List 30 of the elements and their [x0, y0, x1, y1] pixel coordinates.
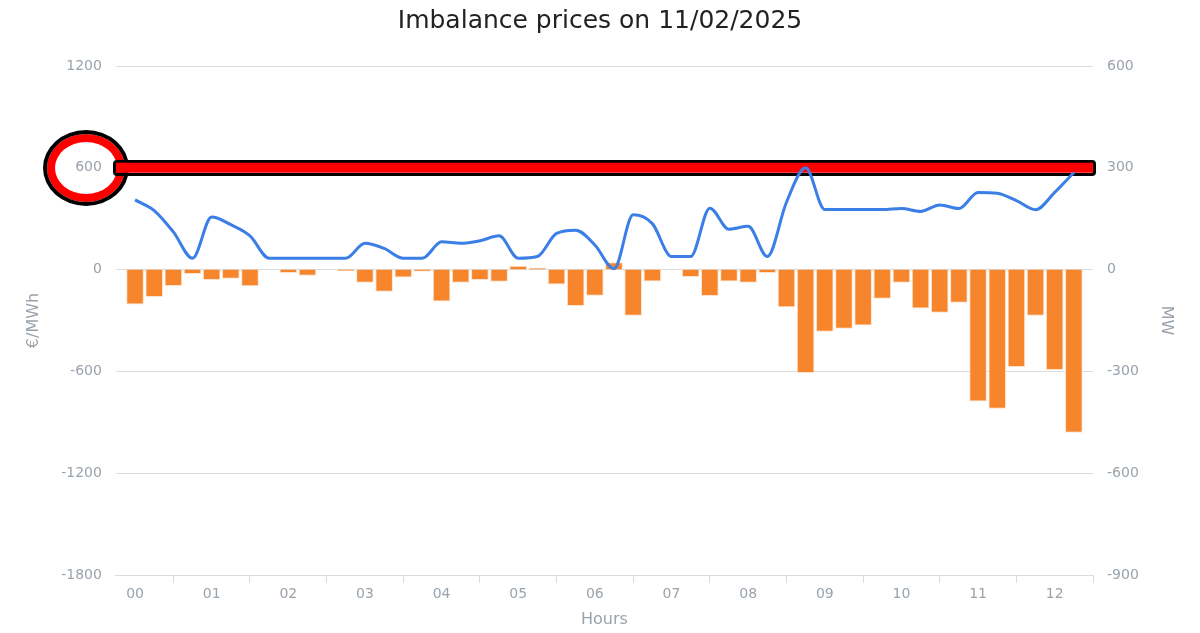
x-tick-label: 09 [815, 585, 834, 602]
y2-tick-label: 0 [1107, 260, 1116, 277]
x-tick-label: 08 [739, 585, 758, 602]
y2-tick-label: -300 [1107, 362, 1139, 379]
y-tick-label: 600 [75, 158, 102, 175]
x-axis-title: Hours [581, 608, 628, 628]
line-series [133, 166, 1076, 271]
y2-tick-label: 300 [1107, 158, 1134, 175]
y-axis-title: €/MWh [22, 292, 42, 349]
x-tick-label: 07 [662, 585, 681, 602]
x-tick-label: 02 [279, 585, 298, 602]
y2-tick-label: 600 [1107, 56, 1134, 73]
x-tick-label: 04 [432, 585, 451, 602]
x-tick-label: 10 [892, 585, 911, 602]
y2-tick-label: -900 [1107, 565, 1139, 582]
y2-axis-title: MW [1158, 305, 1178, 336]
chart-title: Imbalance prices on 11/02/2025 [397, 4, 803, 34]
y2-tick-label: -600 [1107, 463, 1139, 480]
y-tick-label: -1800 [61, 565, 102, 582]
x-tick-label: 03 [356, 585, 374, 602]
x-tick-label: 11 [969, 585, 987, 602]
x-tick-label: 01 [202, 585, 221, 602]
y-tick-label: -600 [70, 362, 102, 379]
x-tick-label: 05 [509, 585, 528, 602]
y-tick-label: 0 [92, 260, 102, 277]
y-tick-label: 1200 [66, 56, 102, 73]
x-tick-label: 06 [585, 585, 604, 602]
y-tick-label: -1200 [61, 463, 102, 480]
x-tick-label: 00 [126, 585, 144, 602]
x-tick-label: 12 [1045, 585, 1064, 602]
